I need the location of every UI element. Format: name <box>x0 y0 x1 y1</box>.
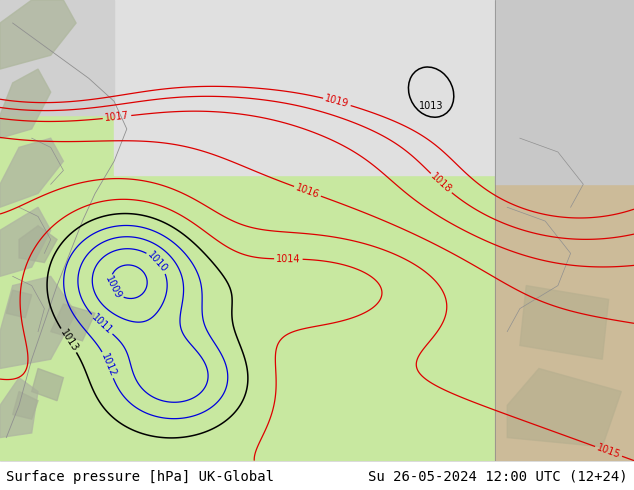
Text: 1018: 1018 <box>429 172 453 196</box>
Polygon shape <box>6 290 32 318</box>
Polygon shape <box>0 0 76 69</box>
Polygon shape <box>19 226 57 263</box>
Text: 1010: 1010 <box>146 249 170 274</box>
Polygon shape <box>520 286 609 359</box>
Polygon shape <box>0 0 495 461</box>
Polygon shape <box>507 368 621 447</box>
Polygon shape <box>0 378 38 438</box>
Text: 1014: 1014 <box>276 254 301 264</box>
Text: 1013: 1013 <box>58 327 80 353</box>
Text: 1017: 1017 <box>104 111 130 123</box>
Text: 1016: 1016 <box>294 182 321 200</box>
Polygon shape <box>0 69 51 138</box>
Polygon shape <box>0 276 76 368</box>
Text: 1015: 1015 <box>595 442 622 460</box>
Text: 1013: 1013 <box>419 101 443 111</box>
Polygon shape <box>114 0 495 175</box>
Polygon shape <box>0 138 63 207</box>
Polygon shape <box>0 0 114 115</box>
Polygon shape <box>51 304 95 341</box>
Polygon shape <box>13 392 38 419</box>
Text: 1011: 1011 <box>89 313 114 337</box>
Polygon shape <box>0 207 51 276</box>
Text: Su 26-05-2024 12:00 UTC (12+24): Su 26-05-2024 12:00 UTC (12+24) <box>368 470 628 484</box>
Text: 1012: 1012 <box>99 352 117 378</box>
Text: Surface pressure [hPa] UK-Global: Surface pressure [hPa] UK-Global <box>6 470 275 484</box>
Polygon shape <box>32 368 63 401</box>
Polygon shape <box>495 0 634 461</box>
Text: 1019: 1019 <box>324 94 350 110</box>
Text: 1009: 1009 <box>103 275 123 301</box>
Polygon shape <box>495 0 634 184</box>
